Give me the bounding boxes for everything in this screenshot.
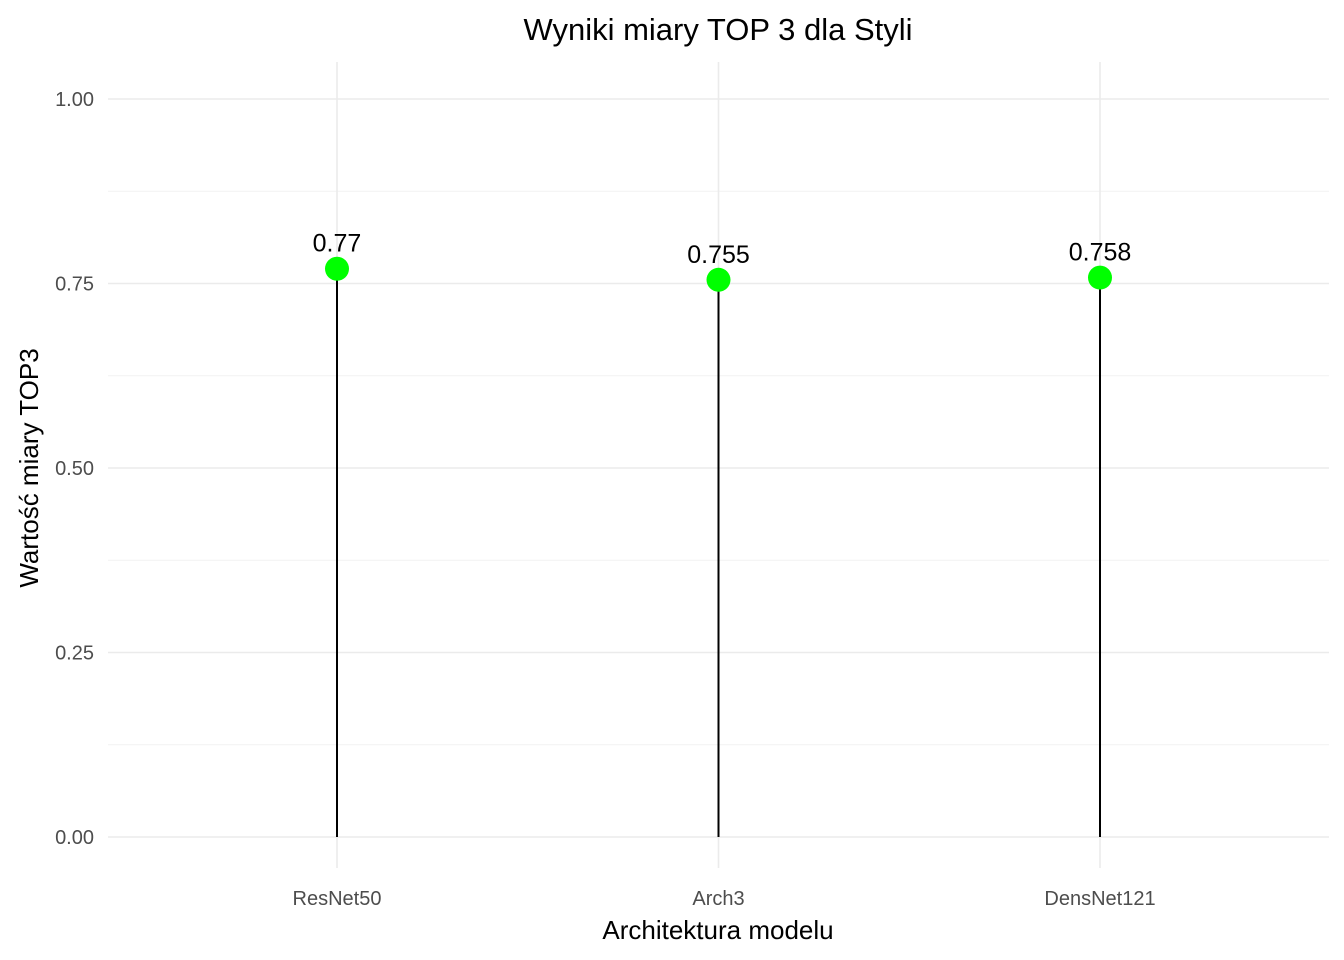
y-tick-label: 0.25 [55,643,94,665]
y-tick-label: 0.75 [55,274,94,296]
lollipop-point [325,256,349,281]
stems [336,268,1101,837]
lollipop-point [1088,265,1112,290]
x-tick-label: DensNet121 [1044,888,1155,910]
data-label: 0.77 [313,230,362,258]
data-label: 0.758 [1069,239,1132,267]
y-tick-label: 0.00 [55,827,94,849]
points [325,256,1112,292]
data-labels: 0.77 0.755 0.758 [313,230,1132,269]
y-tick-label: 1.00 [55,89,94,111]
y-tick-label: 0.50 [55,458,94,480]
x-axis-title: Architektura modelu [602,915,833,945]
x-tick-label: Arch3 [692,888,744,910]
chart-title: Wyniki miary TOP 3 dla Styli [523,12,912,47]
y-axis-title: Wartość miary TOP3 [14,348,44,587]
x-axis-ticks: ResNet50 Arch3 DensNet121 [293,888,1156,910]
lollipop-point [706,267,731,292]
y-axis-ticks: 0.00 0.25 0.50 0.75 1.00 [55,89,94,849]
x-tick-label: ResNet50 [293,888,382,910]
data-label: 0.755 [687,241,750,269]
